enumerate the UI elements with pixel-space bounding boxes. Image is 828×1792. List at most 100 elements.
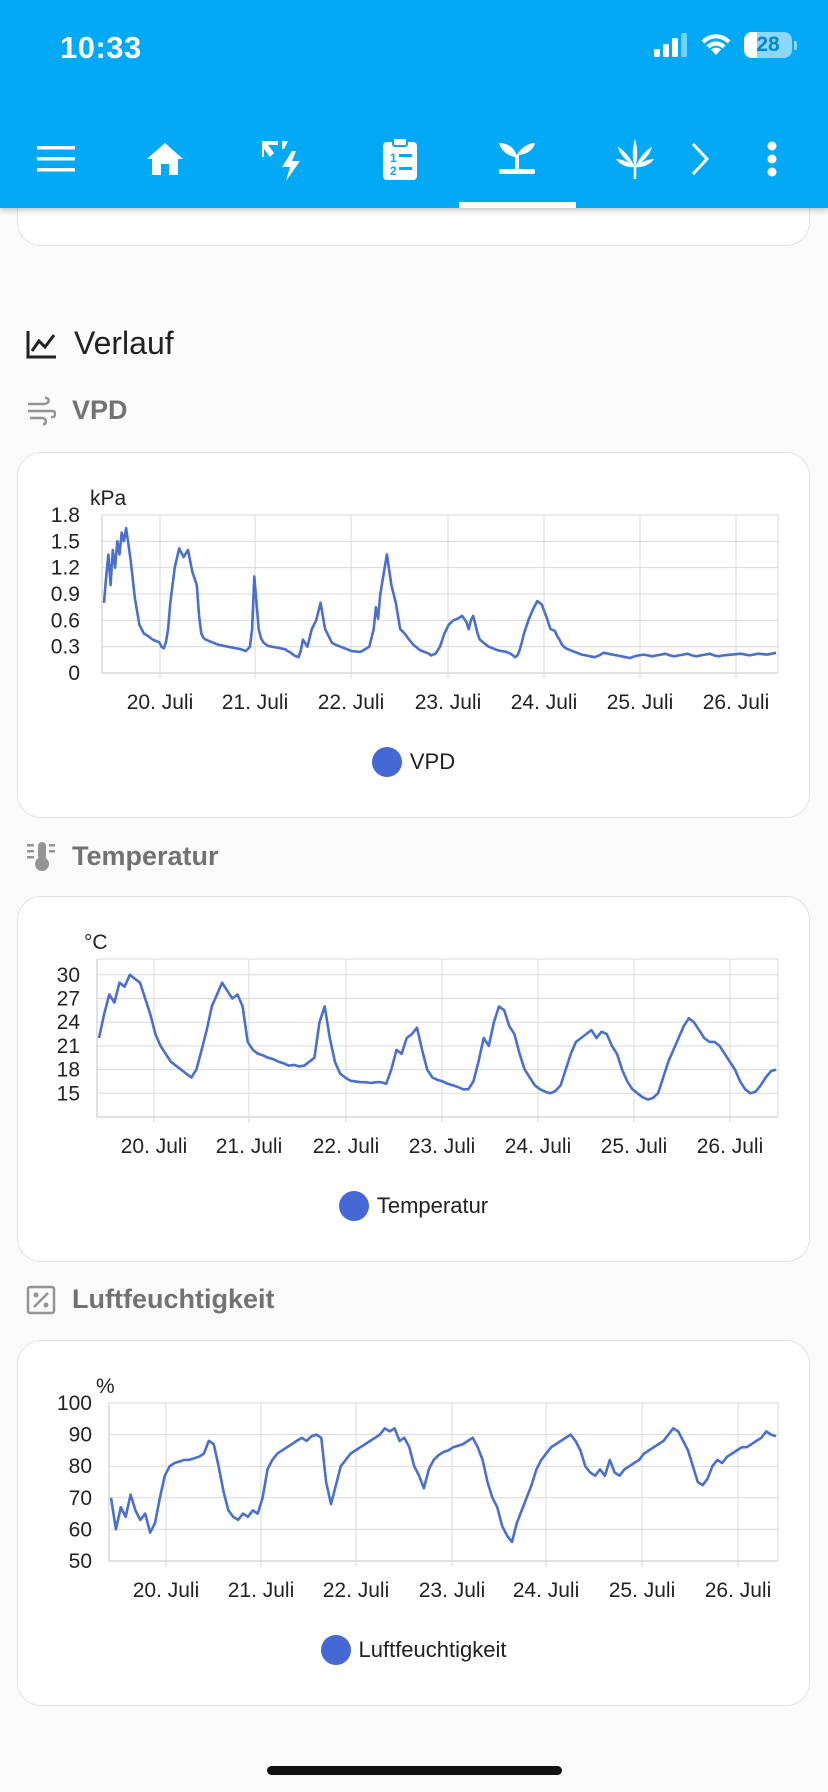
x-tick-label: 22. Juli bbox=[313, 1135, 380, 1158]
battery-indicator: 28 bbox=[744, 32, 797, 58]
home-icon bbox=[147, 143, 183, 175]
x-tick-label: 25. Juli bbox=[601, 1135, 668, 1158]
humidity-icon bbox=[26, 1285, 56, 1314]
x-tick-label: 26. Juli bbox=[697, 1135, 764, 1158]
signal-icon bbox=[654, 33, 687, 57]
status-icons: 28 bbox=[654, 32, 797, 58]
y-tick-label: 1.5 bbox=[51, 530, 80, 553]
chart-title: VPD bbox=[72, 395, 128, 425]
svg-text:1: 1 bbox=[390, 151, 397, 165]
y-tick-label: 0.3 bbox=[51, 636, 80, 659]
cannabis-icon bbox=[616, 139, 654, 179]
chart-card-luftfeuchtigkeit: 100 90 80 70 60 50 20. Juli 21. Juli 22. Juli 23.… bbox=[17, 1340, 810, 1706]
section-title: Verlauf bbox=[74, 325, 174, 361]
x-tick-label: 26. Juli bbox=[705, 1579, 772, 1602]
chart-header-temperatur: Temperatur bbox=[26, 840, 219, 872]
svg-text:2: 2 bbox=[390, 164, 397, 178]
luftfeuchtigkeit-chart: 100 90 80 70 60 50 20. Juli 21. Juli 22. Juli 23.… bbox=[57, 1375, 779, 1602]
tab-energy[interactable] bbox=[248, 110, 318, 208]
y-tick-label: 0.6 bbox=[51, 609, 80, 632]
more-vert-icon bbox=[767, 141, 777, 177]
legend-dot bbox=[371, 747, 402, 777]
y-tick-label: 1.8 bbox=[51, 504, 80, 527]
y-tick-label: 18 bbox=[57, 1059, 80, 1082]
y-tick-label: 21 bbox=[57, 1035, 80, 1058]
thermometer-icon bbox=[27, 842, 55, 871]
chart-title: Luftfeuchtigkeit bbox=[72, 1284, 275, 1314]
legend-dot bbox=[338, 1191, 369, 1221]
menu-button[interactable] bbox=[20, 110, 92, 208]
chart-legend[interactable]: Temperatur bbox=[18, 1191, 809, 1221]
x-tick-label: 21. Juli bbox=[222, 691, 289, 714]
wifi-icon bbox=[701, 34, 731, 55]
y-tick-label: 80 bbox=[69, 1455, 92, 1478]
chart-title: Temperatur bbox=[72, 840, 219, 871]
tab-checklist[interactable]: 1 2 bbox=[365, 110, 435, 208]
y-tick-label: 1.2 bbox=[51, 557, 80, 580]
menu-icon bbox=[37, 146, 75, 172]
series-line bbox=[97, 973, 777, 1101]
x-tick-label: 22. Juli bbox=[318, 691, 385, 714]
tab-home[interactable] bbox=[130, 110, 200, 208]
chart-legend[interactable]: Luftfeuchtigkeit bbox=[18, 1635, 809, 1665]
more-options-button[interactable] bbox=[752, 110, 792, 208]
legend-label: VPD bbox=[409, 749, 456, 774]
wind-icon bbox=[28, 396, 56, 425]
legend-label: Temperatur bbox=[376, 1193, 489, 1218]
x-tick-label: 23. Juli bbox=[415, 691, 482, 714]
chart-line-icon bbox=[26, 330, 56, 358]
battery-level: 28 bbox=[756, 33, 780, 56]
status-time: 10:33 bbox=[60, 30, 142, 65]
x-tick-label: 20. Juli bbox=[121, 1135, 188, 1158]
x-tick-label: 23. Juli bbox=[409, 1135, 476, 1158]
tab-plant[interactable] bbox=[482, 110, 552, 208]
navigation-bar: 1 2 bbox=[0, 110, 828, 208]
plant-icon bbox=[499, 143, 535, 174]
section-header: Verlauf bbox=[26, 325, 174, 362]
x-tick-label: 20. Juli bbox=[127, 691, 194, 714]
y-unit-label: °C bbox=[84, 931, 108, 954]
y-tick-label: 27 bbox=[57, 988, 80, 1011]
y-tick-label: 60 bbox=[69, 1518, 92, 1541]
tabs-scroll-right-button[interactable] bbox=[682, 110, 718, 208]
active-tab-indicator bbox=[459, 202, 576, 208]
chart-header-vpd: VPD bbox=[26, 395, 128, 426]
y-tick-label: 50 bbox=[69, 1550, 92, 1573]
x-tick-label: 25. Juli bbox=[607, 691, 674, 714]
x-tick-label: 23. Juli bbox=[419, 1579, 486, 1602]
y-unit-label: kPa bbox=[90, 487, 127, 510]
chart-card-vpd: 1.8 1.5 1.2 0.9 0.6 0.3 0 20. Juli 21. Juli 22. J… bbox=[17, 452, 810, 818]
app-header: 10:33 28 bbox=[0, 0, 828, 208]
y-tick-label: 0 bbox=[68, 662, 80, 685]
y-tick-label: 70 bbox=[69, 1487, 92, 1510]
x-tick-label: 24. Juli bbox=[511, 691, 578, 714]
vpd-chart: 1.8 1.5 1.2 0.9 0.6 0.3 0 20. Juli 21. Juli 22. J… bbox=[51, 487, 779, 714]
x-tick-label: 24. Juli bbox=[505, 1135, 572, 1158]
y-tick-label: 30 bbox=[57, 964, 80, 987]
chevron-right-icon bbox=[691, 142, 710, 176]
chart-legend[interactable]: VPD bbox=[18, 747, 809, 777]
chart-header-luftfeuchtigkeit: Luftfeuchtigkeit bbox=[26, 1284, 275, 1315]
y-unit-label: % bbox=[96, 1375, 115, 1398]
x-tick-label: 26. Juli bbox=[703, 691, 770, 714]
x-tick-label: 20. Juli bbox=[133, 1579, 200, 1602]
y-tick-label: 0.9 bbox=[51, 583, 80, 606]
series-line bbox=[102, 526, 777, 660]
x-tick-label: 24. Juli bbox=[513, 1579, 580, 1602]
x-tick-label: 25. Juli bbox=[609, 1579, 676, 1602]
x-tick-label: 22. Juli bbox=[323, 1579, 390, 1602]
y-tick-label: 90 bbox=[69, 1424, 92, 1447]
x-tick-label: 21. Juli bbox=[228, 1579, 295, 1602]
y-tick-label: 100 bbox=[57, 1392, 92, 1415]
chart-card-temperatur: 30 27 24 21 18 15 20. Juli 21. Juli 22. Juli 23. … bbox=[17, 896, 810, 1262]
energy-icon bbox=[262, 141, 300, 181]
legend-label: Luftfeuchtigkeit bbox=[358, 1637, 507, 1662]
tab-cannabis[interactable] bbox=[600, 110, 670, 208]
y-tick-label: 24 bbox=[57, 1011, 81, 1034]
series-line bbox=[109, 1427, 777, 1544]
checklist-icon: 1 2 bbox=[383, 137, 417, 180]
home-indicator[interactable] bbox=[267, 1766, 562, 1775]
legend-dot bbox=[320, 1635, 351, 1665]
y-tick-label: 15 bbox=[57, 1082, 80, 1105]
